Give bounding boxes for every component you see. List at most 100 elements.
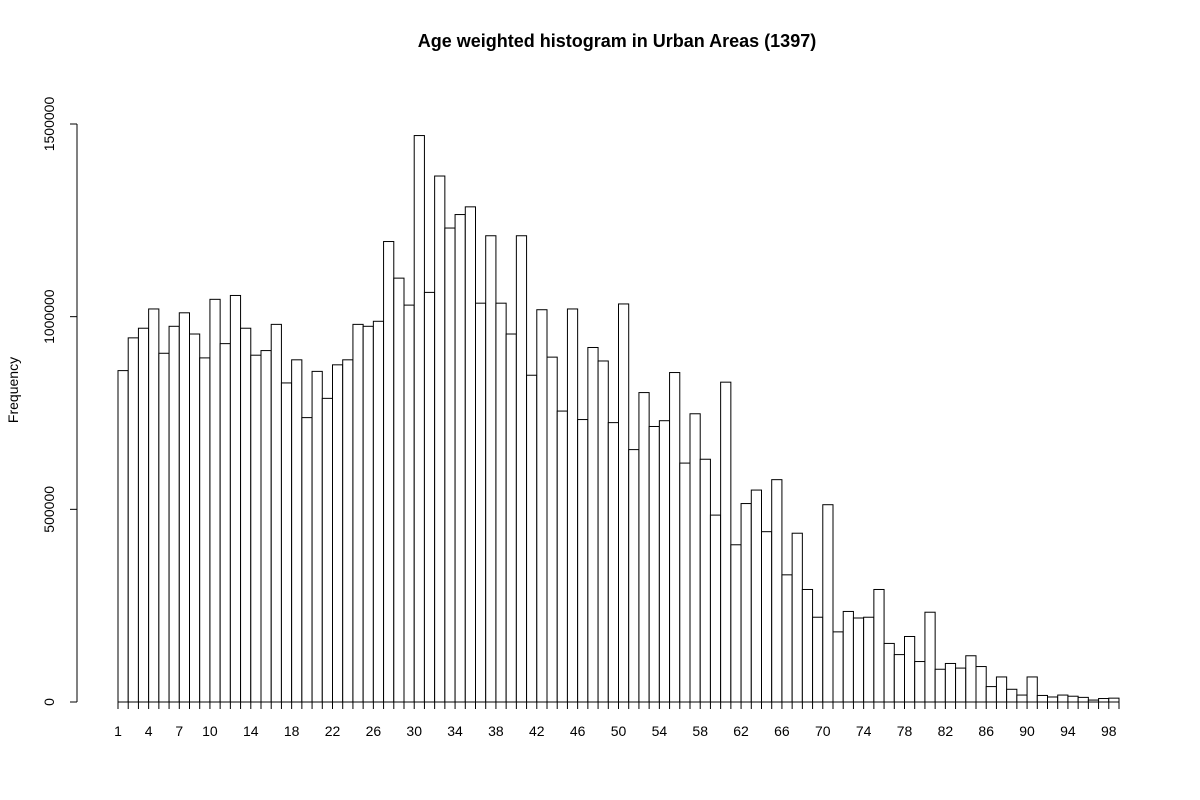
histogram-bar [720,381,732,703]
histogram-bar [515,235,528,703]
histogram-bar [199,357,211,703]
histogram-bar [618,303,630,703]
histogram-bar [638,392,650,703]
x-tick-label: 94 [1060,723,1076,739]
histogram-bar [607,422,619,703]
histogram-bar [873,588,885,703]
histogram-bar [219,343,231,703]
histogram-bar [362,325,374,703]
histogram-bar [240,327,252,703]
histogram-bar [781,574,793,703]
histogram-bar [965,655,977,703]
histogram-bar [852,617,865,703]
histogram-bar [975,666,987,703]
x-tick-label: 22 [325,723,341,739]
histogram-bar [934,668,946,703]
histogram-bar [342,359,354,703]
x-tick-label: 34 [447,723,463,739]
x-tick-label: 62 [733,723,749,739]
histogram-bar [730,544,742,703]
histogram-bar [229,294,242,703]
histogram-bar [301,417,313,703]
histogram-bar [822,504,834,703]
histogram-bar [423,291,436,703]
histogram-bar [669,372,681,703]
histogram-bar [413,135,425,703]
y-axis-label: Frequency [5,357,21,423]
histogram-bar [178,312,190,703]
histogram-bar [914,661,926,703]
x-tick-label: 14 [243,723,259,739]
histogram-bar [495,302,507,703]
histogram-bar [137,327,150,703]
histogram-bar [250,354,262,703]
x-tick-label: 86 [978,723,994,739]
x-tick-label: 70 [815,723,831,739]
histogram-bar [454,214,466,703]
histogram-bar [475,302,487,703]
histogram-bar [1067,695,1079,703]
x-tick-label: 30 [406,723,422,739]
x-tick-label: 18 [284,723,300,739]
histogram-bar [566,308,579,703]
histogram-bar [556,410,568,703]
histogram-bar [260,350,272,703]
histogram-bar [904,635,916,703]
histogram-bar [812,616,824,703]
histogram-bar [658,420,671,703]
histogram-bar [1036,694,1049,703]
histogram-bar [1077,696,1089,703]
histogram-bar [291,359,303,703]
x-tick-label: 7 [175,723,183,739]
x-tick-label: 82 [938,723,954,739]
histogram-bar [709,514,722,703]
y-tick-label: 1000000 [41,289,57,344]
histogram-bar [332,364,344,703]
histogram-bar [321,397,334,703]
histogram-bar [280,382,293,703]
x-tick-label: 42 [529,723,545,739]
x-tick-label: 98 [1101,723,1117,739]
histogram-bar [158,352,170,703]
x-tick-label: 66 [774,723,790,739]
histogram-bar [995,676,1008,703]
histogram-bar [985,686,997,703]
histogram-bar [1098,698,1110,703]
histogram-bar [577,419,589,703]
histogram-bar [791,532,803,703]
chart-title: Age weighted histogram in Urban Areas (1… [418,31,816,51]
bars-group [117,135,1120,703]
histogram-bar [944,662,957,703]
x-tick-label: 58 [692,723,708,739]
x-tick-label: 1 [114,723,122,739]
histogram-bar [270,323,282,703]
y-tick-label: 0 [41,698,57,706]
histogram-bar [883,642,895,703]
histogram-bar [679,462,691,703]
histogram-bar [117,370,129,703]
histogram-bar [372,320,385,703]
histogram-bar [1006,688,1018,703]
histogram-bar [393,277,405,703]
histogram-bar [189,333,201,703]
x-tick-label: 46 [570,723,586,739]
histogram-bar [761,531,773,703]
x-tick-label: 78 [897,723,913,739]
histogram-bar [924,611,936,703]
x-tick-label: 4 [145,723,153,739]
histogram-bar [689,413,701,703]
histogram-bar [699,458,711,703]
histogram-bar [842,610,854,703]
histogram-bar [893,654,905,703]
histogram-bar [546,356,558,703]
histogram-bar [1108,697,1120,703]
histogram-bar [485,235,497,703]
x-tick-label: 90 [1019,723,1035,739]
histogram-bar [955,667,967,703]
histogram-bar [444,227,456,703]
x-tick-label: 54 [652,723,668,739]
histogram-bar [801,588,814,703]
histogram-bar [505,333,517,703]
histogram-bar [1047,696,1059,703]
